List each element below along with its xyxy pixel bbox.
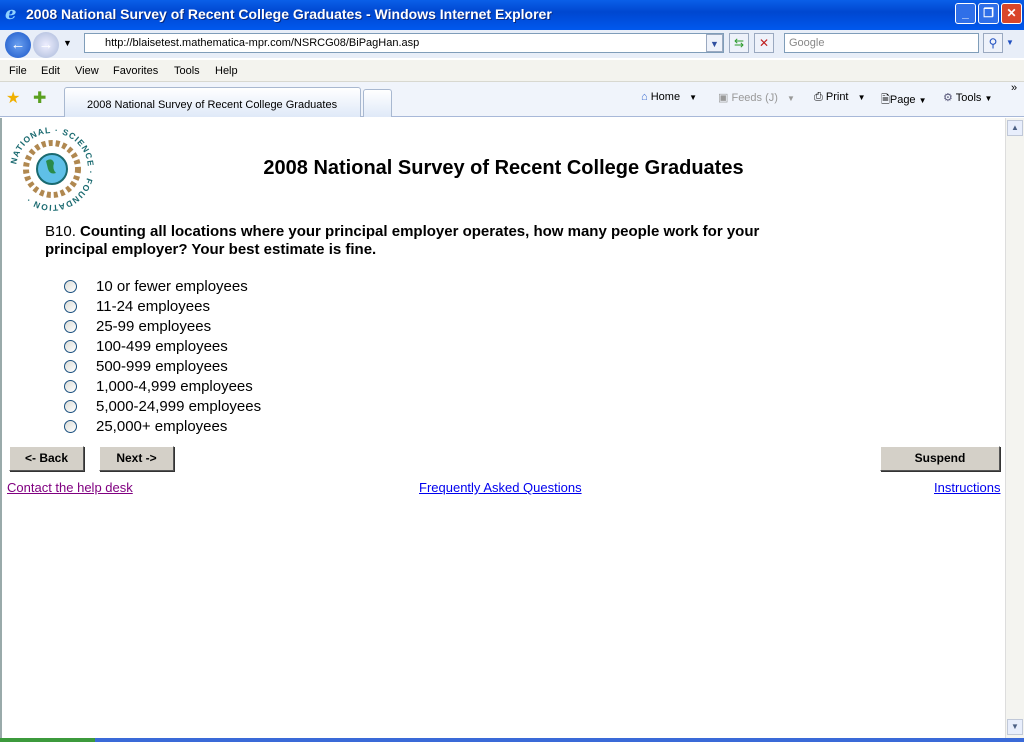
nsf-logo: NATIONAL · SCIENCE · FOUNDATION ·: [8, 125, 95, 213]
page-title: 2008 National Survey of Recent College G…: [263, 157, 744, 179]
refresh-icon[interactable]: ⇆: [729, 33, 749, 53]
menu-edit[interactable]: Edit: [41, 65, 60, 77]
vertical-scrollbar[interactable]: ▲ ▼: [1005, 118, 1024, 738]
title-bar: e 2008 National Survey of Recent College…: [0, 0, 1024, 30]
printer-icon: ⎙: [814, 91, 823, 103]
instructions-link[interactable]: Instructions: [934, 480, 1001, 495]
menu-bar: File Edit View Favorites Tools Help: [0, 60, 1024, 82]
suspend-button[interactable]: Suspend: [880, 446, 1000, 471]
faq-link[interactable]: Frequently Asked Questions: [419, 480, 582, 495]
question-text: B10. Counting all locations where your p…: [45, 223, 765, 259]
menu-file[interactable]: File: [9, 65, 27, 77]
minimize-button[interactable]: _: [955, 3, 976, 24]
gear-icon: ⚙: [943, 92, 953, 104]
favorites-star-icon[interactable]: ★: [6, 90, 21, 107]
page-icon: 🗎: [881, 94, 890, 106]
new-tab-button[interactable]: [363, 89, 392, 117]
back-nav-button[interactable]: ←: [5, 32, 31, 58]
navigation-bar: ← → ▼ http://blaisetest.mathematica-mpr.…: [0, 30, 1024, 58]
radio-button[interactable]: [64, 380, 77, 393]
help-desk-link[interactable]: Contact the help desk: [7, 480, 133, 495]
tools-button[interactable]: ⚙ Tools ▼: [943, 92, 993, 104]
radio-button[interactable]: [64, 360, 77, 373]
address-input[interactable]: http://blaisetest.mathematica-mpr.com/NS…: [84, 33, 724, 53]
radio-button[interactable]: [64, 400, 77, 413]
maximize-button[interactable]: ❐: [978, 3, 999, 24]
chevron-more-icon[interactable]: »: [1011, 82, 1018, 94]
radio-button[interactable]: [64, 300, 77, 313]
radio-button[interactable]: [64, 280, 77, 293]
stop-icon[interactable]: ✕: [754, 33, 774, 53]
question-body: Counting all locations where your princi…: [45, 223, 760, 258]
tab-row: ★ ✚ 2008 National Survey of Recent Colle…: [0, 82, 1024, 117]
search-options-icon[interactable]: ▼: [1006, 38, 1014, 47]
question-id: B10.: [45, 223, 76, 240]
back-button[interactable]: <- Back: [9, 446, 84, 471]
print-button[interactable]: ⎙ Print ▼: [814, 91, 866, 103]
feeds-icon: ▣: [718, 92, 729, 104]
taskbar-strip: [0, 738, 1024, 742]
tab-active[interactable]: 2008 National Survey of Recent College G…: [64, 87, 361, 117]
page-button[interactable]: 🗎Page ▼: [881, 94, 927, 106]
search-input[interactable]: Google: [784, 33, 979, 53]
page-content: [0, 118, 1005, 738]
address-dropdown-icon[interactable]: ▼: [706, 34, 723, 52]
add-favorites-icon[interactable]: ✚: [33, 90, 47, 107]
home-button[interactable]: ⌂ Home ▼: [641, 91, 698, 103]
search-icon[interactable]: ⚲: [983, 33, 1003, 53]
next-button[interactable]: Next ->: [99, 446, 174, 471]
scroll-down-icon[interactable]: ▼: [1007, 719, 1023, 735]
menu-view[interactable]: View: [75, 65, 99, 77]
menu-favorites[interactable]: Favorites: [113, 65, 159, 77]
feeds-button[interactable]: ▣ Feeds (J) ▼: [718, 92, 795, 104]
menu-help[interactable]: Help: [215, 65, 238, 77]
radio-button[interactable]: [64, 320, 77, 333]
ie-logo-icon: e: [5, 3, 17, 24]
close-button[interactable]: ✕: [1001, 3, 1022, 24]
window-title: 2008 National Survey of Recent College G…: [26, 6, 552, 22]
home-icon: ⌂: [641, 91, 648, 103]
forward-nav-button[interactable]: →: [33, 32, 59, 58]
history-dropdown-icon[interactable]: ▼: [63, 38, 72, 48]
radio-button[interactable]: [64, 420, 77, 433]
menu-tools[interactable]: Tools: [174, 65, 200, 77]
radio-button[interactable]: [64, 340, 77, 353]
scroll-up-icon[interactable]: ▲: [1007, 120, 1023, 136]
